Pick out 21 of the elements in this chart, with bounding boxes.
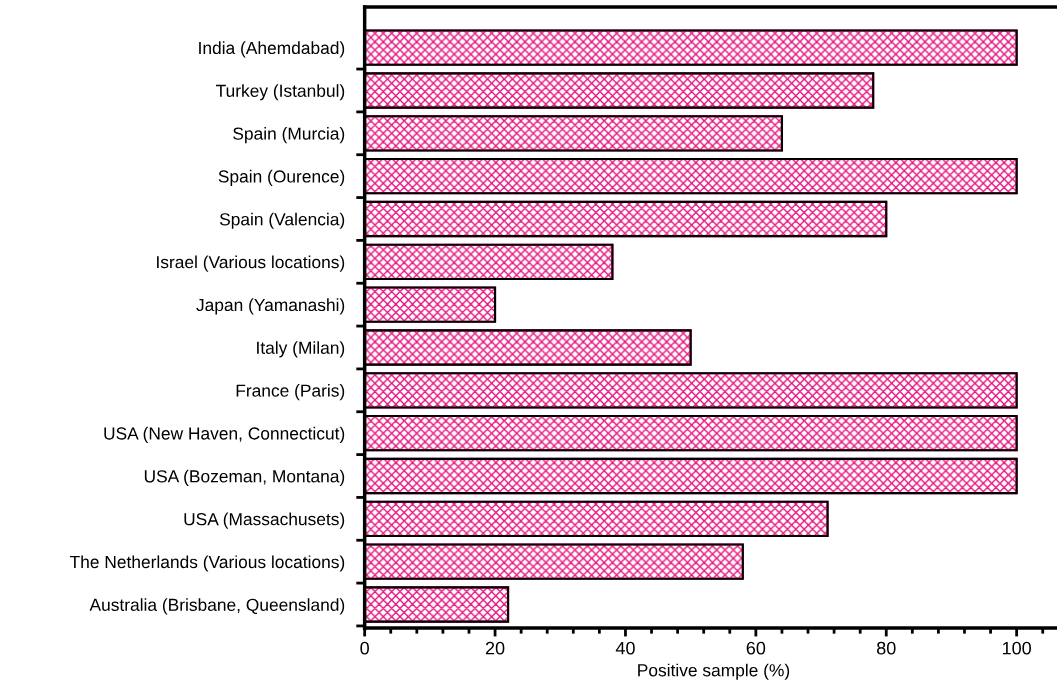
x-tick-label: 80 [876, 641, 896, 655]
y-tick-label: France (Paris) [236, 384, 345, 401]
y-tick-label: Turkey (Istanbul) [216, 84, 345, 101]
y-tick-label: USA (Massachusets) [184, 512, 345, 529]
x-tick-label: 20 [485, 641, 505, 655]
x-tick-label: 0 [360, 641, 369, 655]
y-tick-label: The Netherlands (Various locations) [69, 555, 345, 572]
x-tick-label: 100 [1002, 641, 1031, 655]
y-tick-label: USA (New Haven, Connecticut) [104, 426, 345, 444]
x-axis-title: Positive sample (%) [638, 663, 790, 680]
y-tick-label: Spain (Valencia) [219, 212, 345, 229]
y-tick-label: Australia (Brisbane, Queensland) [89, 598, 345, 615]
x-tick-label: 40 [615, 641, 635, 655]
y-tick-label: Spain (Murcia) [233, 127, 345, 144]
y-tick-label: Italy (Milan) [257, 341, 345, 358]
y-tick-label: USA (Bozeman, Montana) [144, 469, 345, 486]
y-tick-label: Spain (Ourence) [218, 169, 345, 187]
x-tick-label: 60 [746, 641, 766, 655]
y-tick-label: Israel (Various locations) [157, 255, 345, 272]
y-tick-label: Japan (Yamanashi) [196, 298, 345, 315]
y-tick-label: India (Ahemdabad) [199, 41, 345, 58]
